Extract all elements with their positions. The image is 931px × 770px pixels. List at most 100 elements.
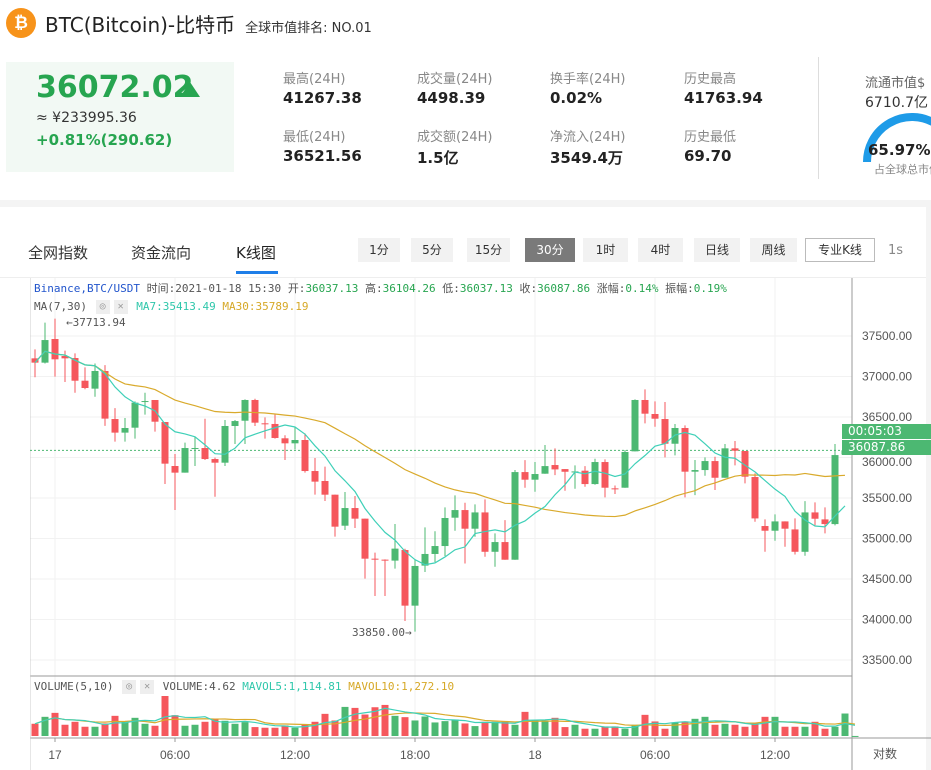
volume-bar bbox=[741, 726, 749, 736]
volume-label: VOLUME(5,10) bbox=[34, 680, 114, 693]
candle-down bbox=[351, 508, 359, 519]
volume-bar bbox=[81, 726, 89, 736]
volume-bar bbox=[211, 718, 219, 736]
close-value: 36087.86 bbox=[537, 282, 591, 295]
candle-down bbox=[301, 440, 309, 472]
candle-up bbox=[241, 399, 249, 421]
candle-up bbox=[91, 370, 99, 389]
candle-up bbox=[221, 425, 229, 463]
period-button[interactable]: 1时 bbox=[583, 238, 628, 262]
volume-bar bbox=[581, 728, 589, 736]
volume-bar bbox=[501, 721, 509, 736]
countdown-tag: 00:05:03 bbox=[842, 424, 931, 439]
kline-chart[interactable]: 37500.00 37000.00 36500.00 36000.00 35500.00… bbox=[30, 278, 931, 770]
candle-down bbox=[381, 559, 389, 561]
tab-network-index[interactable]: 全网指数 bbox=[28, 244, 89, 262]
amplitude-value: 0.19% bbox=[693, 282, 727, 295]
volume-bar bbox=[821, 728, 829, 736]
pro-kline-button[interactable]: 专业K线 bbox=[805, 238, 875, 262]
period-button[interactable]: 15分 bbox=[467, 238, 510, 262]
candle-up bbox=[471, 512, 479, 529]
candle-down bbox=[171, 466, 179, 473]
volume-bar bbox=[471, 726, 479, 736]
volume-bar bbox=[761, 716, 769, 736]
volume-bar bbox=[481, 721, 489, 736]
candle-up bbox=[121, 428, 129, 433]
volume-bar bbox=[831, 726, 839, 736]
y-tick-label: 37000.00 bbox=[862, 370, 912, 384]
candle-down bbox=[601, 462, 609, 488]
stat-label: 成交量(24H) bbox=[417, 72, 493, 87]
x-tick-label: 12:00 bbox=[760, 748, 790, 762]
volume-bar bbox=[311, 721, 319, 736]
volume-bar bbox=[461, 723, 469, 736]
x-tick-label: 18 bbox=[528, 748, 542, 762]
volume-bar bbox=[851, 735, 859, 737]
candle-down bbox=[561, 469, 569, 472]
period-button[interactable]: 4时 bbox=[638, 238, 683, 262]
volume-bar bbox=[191, 724, 199, 736]
low-label: 低: bbox=[442, 282, 460, 295]
ma30-line bbox=[34, 350, 846, 518]
volume-bar bbox=[781, 726, 789, 736]
volume-bar bbox=[561, 727, 569, 736]
low-value: 36037.13 bbox=[459, 282, 513, 295]
period-button[interactable]: 30分 bbox=[525, 238, 575, 262]
candle-up bbox=[721, 448, 729, 478]
close-icon[interactable]: ✕ bbox=[113, 300, 128, 314]
period-button[interactable]: 周线 bbox=[750, 238, 797, 262]
time-value: 2021-01-18 15:30 bbox=[175, 282, 282, 295]
volume-bar bbox=[511, 724, 519, 736]
candle-up bbox=[621, 451, 629, 488]
mavol10-value: MAVOL10:1,272.10 bbox=[348, 680, 455, 693]
period-button[interactable]: 1分 bbox=[358, 238, 400, 262]
volume-bar bbox=[621, 728, 629, 736]
stat-value: 0.02% bbox=[550, 89, 603, 107]
x-tick-label: 06:00 bbox=[160, 748, 190, 762]
candle-up bbox=[191, 448, 199, 450]
candle-down bbox=[711, 461, 719, 478]
period-button[interactable]: 日线 bbox=[694, 238, 740, 262]
period-button[interactable]: 5分 bbox=[411, 238, 453, 262]
coin-header: ₿ BTC(Bitcoin)-比特币 全球市值排名: NO.01 36072.0… bbox=[0, 0, 931, 200]
stat-value: 41763.94 bbox=[684, 89, 763, 107]
ohlc-info: Binance,BTC/USDT 时间:2021-01-18 15:30 开:3… bbox=[34, 282, 727, 295]
candle-down bbox=[111, 419, 119, 433]
volume-bar bbox=[51, 712, 59, 736]
settings-icon[interactable]: ◎ bbox=[95, 300, 110, 314]
volume-bar bbox=[791, 726, 799, 736]
amplitude-label: 振幅: bbox=[665, 282, 694, 295]
volume-bar bbox=[531, 720, 539, 736]
candle-up bbox=[431, 546, 439, 554]
settings-icon[interactable]: ◎ bbox=[122, 680, 137, 694]
kline-svg[interactable]: 37500.00 37000.00 36500.00 36000.00 35500.00… bbox=[30, 278, 931, 770]
volume-bar bbox=[351, 707, 359, 736]
volume-bar bbox=[171, 715, 179, 736]
volume-bar bbox=[701, 716, 709, 736]
candle-up bbox=[591, 462, 599, 485]
y-tick-label: 35500.00 bbox=[862, 491, 912, 505]
candle-up bbox=[531, 474, 539, 480]
tab-fund-flow[interactable]: 资金流向 bbox=[131, 244, 192, 262]
volume-bar bbox=[771, 716, 779, 736]
time-label: 时间: bbox=[146, 282, 176, 295]
interval-1s[interactable]: 1s bbox=[888, 243, 904, 258]
x-tick-label: 17 bbox=[48, 748, 62, 762]
log-scale-toggle[interactable]: 对数 bbox=[873, 747, 898, 761]
volume-bar bbox=[371, 707, 379, 736]
y-tick-label: 34500.00 bbox=[862, 572, 912, 586]
volume-bar bbox=[541, 720, 549, 736]
ma30-value: MA30:35789.19 bbox=[222, 300, 309, 313]
tab-kline[interactable]: K线图 bbox=[236, 244, 276, 262]
candle-down bbox=[61, 356, 69, 359]
volume-bar bbox=[521, 711, 529, 736]
volume-bar bbox=[321, 713, 329, 736]
volume-bar bbox=[261, 727, 269, 736]
market-share-label: 占全球总市值 bbox=[874, 163, 931, 176]
divider bbox=[0, 277, 926, 278]
candle-down bbox=[211, 459, 219, 463]
candle-up bbox=[451, 510, 459, 518]
close-icon[interactable]: ✕ bbox=[140, 680, 155, 694]
candle-down bbox=[811, 512, 819, 519]
y-tick-label: 34000.00 bbox=[862, 613, 912, 627]
